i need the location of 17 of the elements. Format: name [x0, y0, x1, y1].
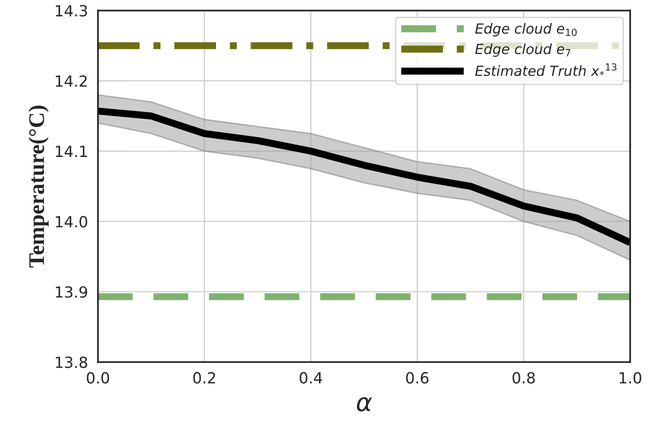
y-tick-label: 14.2	[56, 75, 87, 87]
x-axis-title: α	[356, 397, 372, 412]
y-tick-label: 13.8	[56, 356, 88, 368]
y-tick-label: 14.3	[56, 4, 88, 17]
y-tick-label: 14.1	[56, 146, 87, 157]
y-tick-label: 13.9	[56, 286, 88, 298]
x-tick-label: 0.6	[406, 372, 428, 384]
x-tick-label: 0.2	[193, 372, 216, 384]
legend-label: Estimated Truth x$_{*}$$^{13}$	[475, 63, 616, 76]
x-tick-label: 1.0	[620, 372, 642, 384]
y-axis-title: Temperature(°C)	[28, 106, 49, 268]
legend-label: Edge cloud e$_{10}$	[475, 23, 577, 36]
x-tick-label: 0.0	[86, 372, 110, 384]
x-tick-label: 0.8	[512, 372, 535, 384]
y-tick-label: 14.0	[56, 216, 88, 228]
x-tick-label: 0.4	[300, 372, 322, 384]
legend-label: Edge cloud e$_{7}$	[475, 43, 570, 57]
